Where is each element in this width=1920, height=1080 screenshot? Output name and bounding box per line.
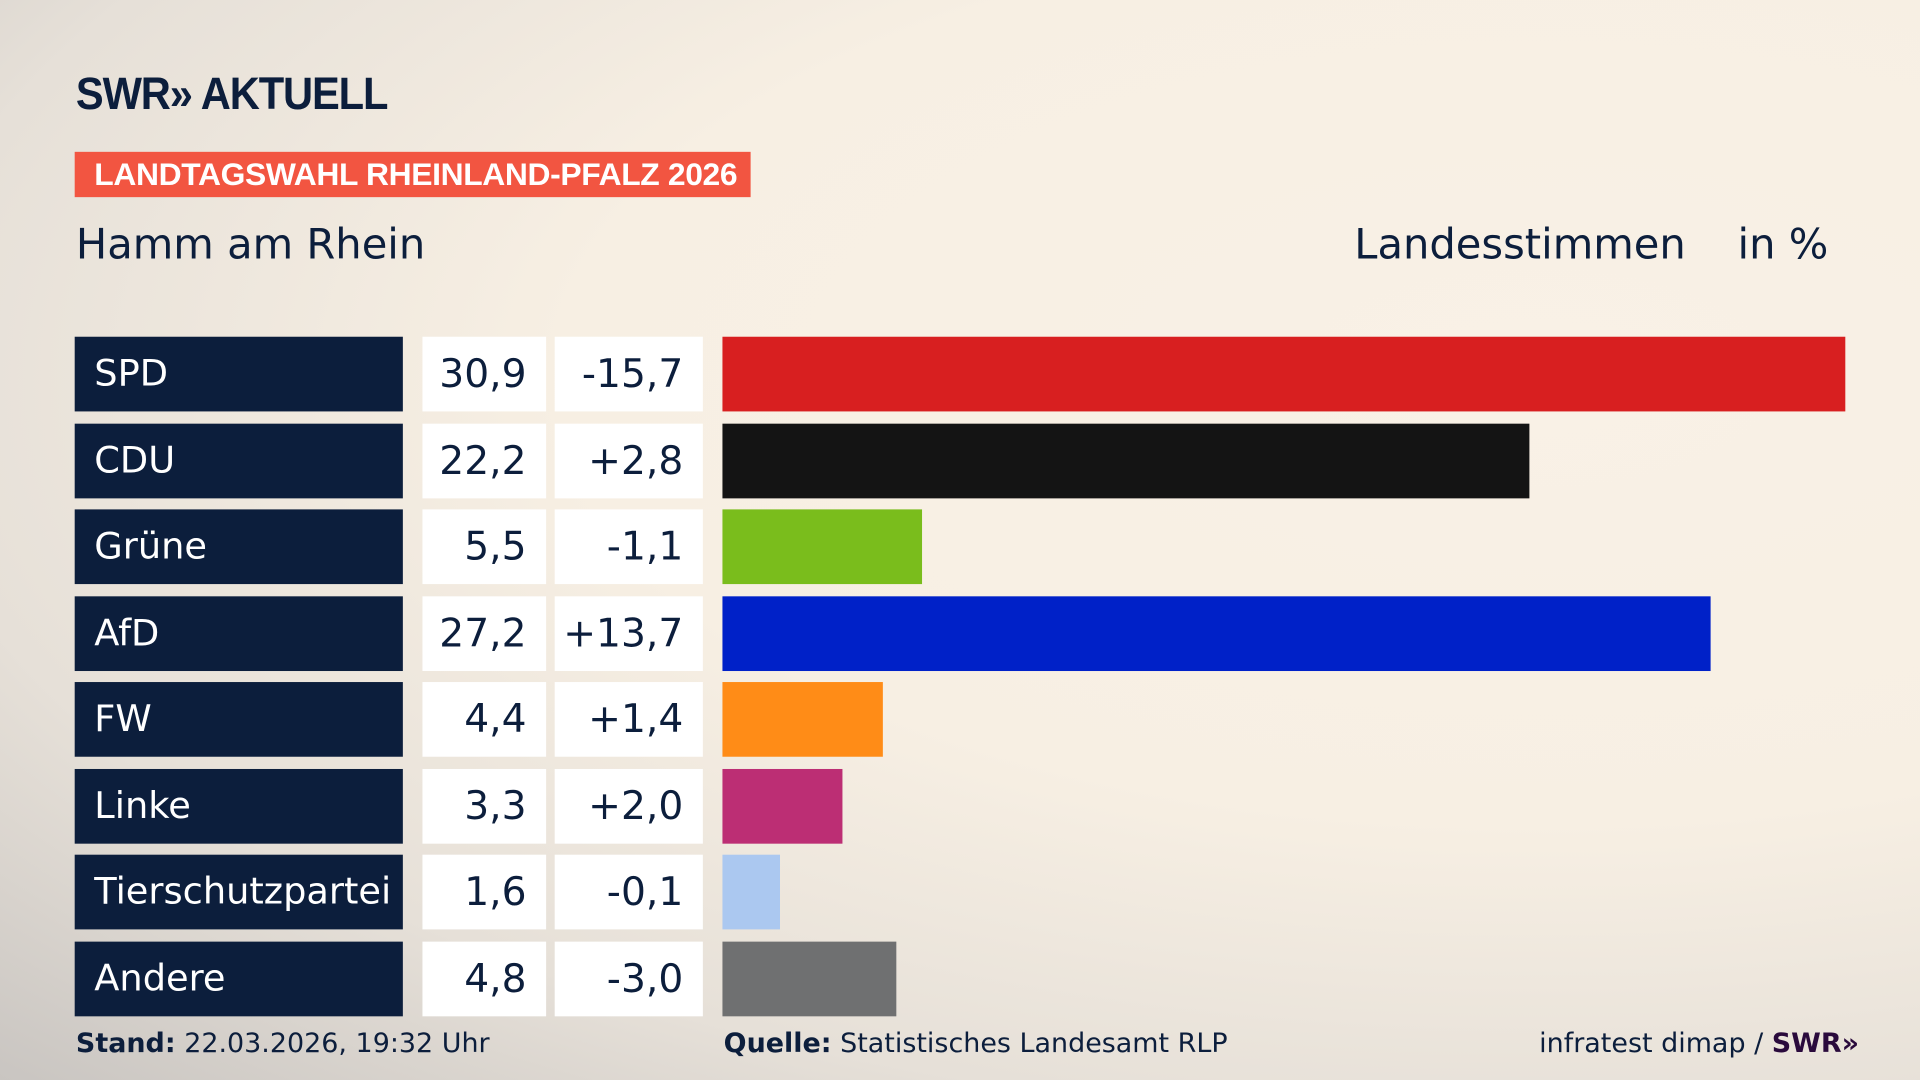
party-bar bbox=[722, 941, 897, 1016]
party-bar bbox=[722, 509, 923, 585]
party-row: FW 4,4 +1,4 bbox=[0, 682, 1920, 757]
timestamp: Stand: 22.03.2026, 19:32 Uhr bbox=[76, 1029, 490, 1060]
party-change: -15,7 bbox=[554, 336, 703, 412]
party-bar bbox=[722, 682, 883, 757]
party-change: -1,1 bbox=[554, 509, 703, 585]
party-bar bbox=[722, 423, 1530, 498]
party-row: Grüne 5,5 -1,1 bbox=[0, 509, 1920, 585]
party-row: Linke 3,3 +2,0 bbox=[0, 768, 1920, 844]
party-row: AfD 27,2 +13,7 bbox=[0, 595, 1920, 671]
party-row: Tierschutzpartei 1,6 -0,1 bbox=[0, 854, 1920, 930]
stand-label: Stand: bbox=[75, 1028, 176, 1060]
unit-label: in % bbox=[1737, 220, 1829, 270]
party-change: +2,8 bbox=[554, 423, 703, 498]
party-value: 4,4 bbox=[422, 682, 547, 757]
party-bar bbox=[722, 595, 1711, 671]
source-label: Quelle: bbox=[723, 1028, 832, 1060]
swr-logo: SWR» bbox=[1771, 1028, 1860, 1060]
party-change: +2,0 bbox=[554, 768, 703, 844]
party-change: -3,0 bbox=[554, 941, 703, 1016]
party-change: +1,4 bbox=[554, 682, 703, 757]
source: Quelle: Statistisches Landesamt RLP bbox=[724, 1029, 1228, 1060]
election-badge: LANDTAGSWAHL RHEINLAND-PFALZ 2026 bbox=[74, 151, 751, 198]
source-value: Statistisches Landesamt RLP bbox=[840, 1028, 1228, 1060]
party-name: CDU bbox=[74, 423, 403, 498]
swr-aktuell-logo: SWR» AKTUELL bbox=[75, 68, 389, 119]
place-title: Hamm am Rhein bbox=[75, 220, 426, 270]
credit: infratest dimap / SWR» bbox=[1539, 1029, 1859, 1060]
party-bar bbox=[722, 768, 843, 844]
party-bar bbox=[722, 336, 1846, 412]
party-value: 3,3 bbox=[422, 768, 547, 844]
party-row: Andere 4,8 -3,0 bbox=[0, 941, 1920, 1016]
party-value: 5,5 bbox=[422, 509, 547, 585]
party-value: 27,2 bbox=[422, 595, 547, 671]
party-name: Andere bbox=[74, 941, 403, 1016]
party-row: CDU 22,2 +2,8 bbox=[0, 423, 1920, 498]
measure-label: Landesstimmen bbox=[1354, 220, 1686, 270]
party-name: Linke bbox=[74, 768, 403, 844]
credit-text: infratest dimap / bbox=[1539, 1028, 1764, 1060]
party-value: 1,6 bbox=[422, 854, 547, 930]
party-change: +13,7 bbox=[554, 595, 703, 671]
party-name: AfD bbox=[74, 595, 403, 671]
party-bar bbox=[722, 854, 781, 930]
party-value: 30,9 bbox=[422, 336, 547, 412]
party-name: Tierschutzpartei bbox=[74, 854, 403, 930]
party-name: Grüne bbox=[74, 509, 403, 585]
party-change: -0,1 bbox=[554, 854, 703, 930]
party-name: SPD bbox=[74, 336, 403, 412]
party-row: SPD 30,9 -15,7 bbox=[0, 336, 1920, 412]
stand-value: 22.03.2026, 19:32 Uhr bbox=[184, 1028, 490, 1060]
party-value: 4,8 bbox=[422, 941, 547, 1016]
party-name: FW bbox=[74, 682, 403, 757]
party-value: 22,2 bbox=[422, 423, 547, 498]
